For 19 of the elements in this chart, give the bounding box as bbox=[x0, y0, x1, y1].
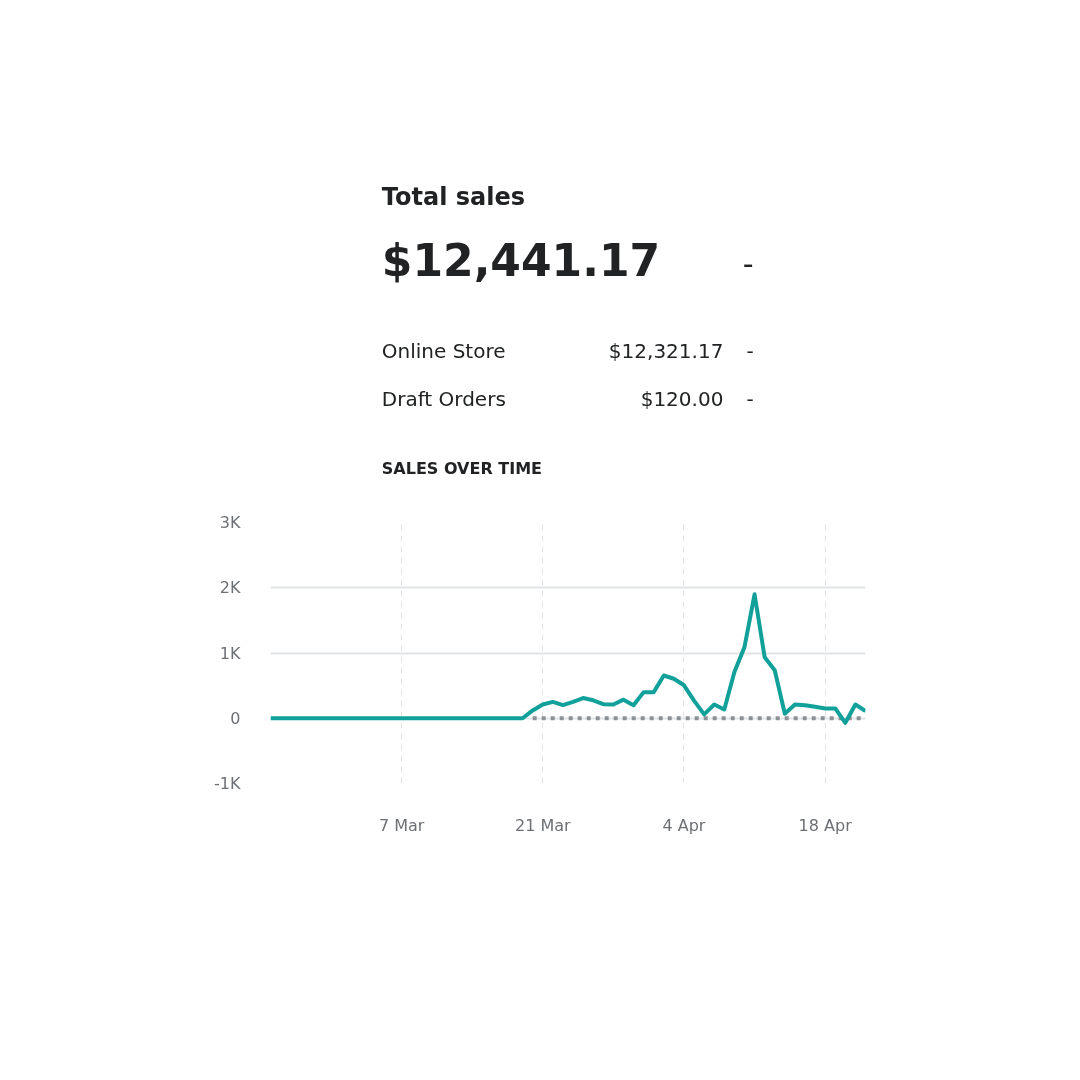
text: Online Store bbox=[381, 338, 506, 363]
y-tick-label: -1K bbox=[214, 774, 242, 793]
text: - bbox=[746, 338, 754, 363]
text: $12,321.17 bbox=[608, 338, 724, 363]
y-tick-label: 3K bbox=[219, 513, 242, 532]
text: - bbox=[746, 386, 754, 411]
text: Draft Orders bbox=[381, 386, 506, 411]
x-tick-label: 7 Mar bbox=[378, 815, 425, 835]
text: $12,441.17 bbox=[381, 235, 661, 286]
y-tick-label: 0 bbox=[230, 708, 241, 728]
y-tick-label: 1K bbox=[219, 643, 242, 663]
text: - bbox=[742, 245, 754, 281]
y-tick-label: 2K bbox=[219, 578, 242, 598]
text: $120.00 bbox=[640, 386, 724, 411]
x-tick-label: 4 Apr bbox=[662, 815, 706, 835]
x-tick-label: 18 Apr bbox=[798, 815, 853, 835]
text: Total sales bbox=[381, 182, 525, 211]
x-tick-label: 21 Mar bbox=[514, 815, 572, 835]
chart-title: SALES OVER TIME bbox=[381, 459, 543, 478]
